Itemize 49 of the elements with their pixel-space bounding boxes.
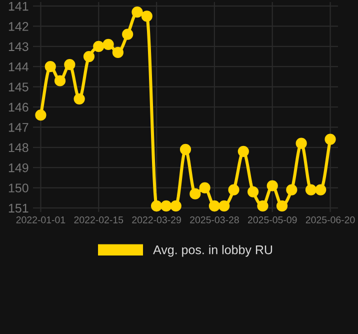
point: [64, 59, 76, 70]
y-tick-label: 151: [8, 204, 28, 213]
point: [83, 50, 95, 62]
x-tick-label: 2022-01-01: [16, 216, 66, 224]
point: [190, 188, 201, 200]
x-tick-label: 2025-05-09: [248, 216, 297, 224]
point: [150, 200, 162, 212]
point: [257, 200, 268, 212]
point: [315, 184, 326, 196]
point: [305, 184, 317, 196]
x-tick-label: 2022-03-29: [132, 216, 181, 224]
y-tick-label: 150: [8, 184, 28, 192]
y-tick-label: 148: [8, 143, 28, 152]
x-tick-label: 2025-03-28: [190, 216, 239, 224]
x-tick-label: 2022-02-15: [74, 216, 124, 224]
point: [238, 146, 249, 157]
point: [112, 46, 124, 58]
y-tick-label: 146: [8, 102, 28, 112]
point: [74, 93, 85, 104]
point: [170, 200, 182, 212]
y-tick-label: 149: [8, 163, 28, 172]
y-tick-label: 141: [8, 2, 28, 11]
point: [141, 10, 152, 22]
y-tick-label: 144: [8, 62, 28, 72]
legend-label: Avg. pos. in lobby RU: [153, 245, 272, 257]
point: [296, 138, 307, 149]
point: [218, 200, 230, 212]
y-tick-label: 142: [8, 22, 28, 31]
point: [102, 38, 114, 50]
point: [132, 6, 143, 18]
point: [122, 28, 134, 40]
point: [180, 144, 192, 155]
point: [160, 200, 172, 212]
y-tick-label: 145: [8, 82, 28, 92]
y-tick-label: 143: [8, 42, 28, 52]
point: [93, 40, 104, 52]
point: [199, 182, 210, 194]
y-tick-label: 147: [8, 123, 28, 132]
point: [248, 186, 259, 198]
point: [324, 134, 336, 145]
x-tick-label: 2025-06-20: [306, 216, 355, 224]
point: [208, 200, 220, 212]
point: [228, 184, 240, 196]
point: [266, 180, 278, 192]
point: [44, 61, 56, 72]
point: [276, 200, 288, 212]
point: [286, 184, 298, 196]
point: [54, 75, 66, 86]
point: [35, 110, 46, 121]
